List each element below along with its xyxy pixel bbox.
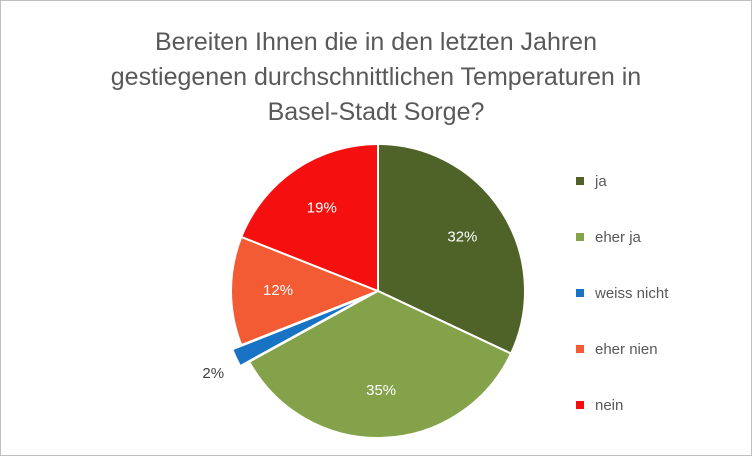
chart-title-line-3: Basel-Stadt Sorge? [267, 98, 485, 126]
legend-label-weiss-nicht: weiss nicht [595, 284, 669, 302]
legend-swatch-weiss-nicht [576, 289, 584, 297]
legend-swatch-ja [576, 177, 584, 185]
pie-slice-nein [240, 142, 379, 293]
pie-slice-ja [377, 142, 526, 355]
chart-title-line-1: Bereiten Ihnen die in den letzten Jahren [155, 28, 597, 56]
legend-label-eher-nien: eher nien [595, 340, 658, 358]
legend-item-nein: nein [576, 393, 623, 417]
data-label-nein: 19% [307, 199, 337, 216]
data-label-weiss-nicht: 2% [202, 365, 224, 382]
pie-slice-eher-nien [230, 235, 381, 347]
pie-slice-weiss-nicht [230, 294, 370, 368]
chart-title-line-2: gestiegenen durchschnittlichen Temperatu… [110, 63, 642, 91]
legend-label-eher-ja: eher ja [595, 228, 641, 246]
legend-item-eher-nien: eher nien [576, 337, 658, 361]
legend-item-eher-ja: eher ja [576, 225, 641, 249]
data-label-ja: 32% [447, 228, 477, 245]
pie-slices [230, 142, 526, 439]
legend-swatch-eher-nien [576, 345, 584, 353]
data-label-eher-nien: 12% [263, 282, 293, 299]
chart-title: Bereiten Ihnen die in den letzten Jahren… [31, 25, 721, 130]
legend-item-weiss-nicht: weiss nicht [576, 281, 668, 305]
legend-item-ja: ja [576, 169, 607, 193]
pie-labels: 32% 35% 2% 12% 19% [202, 199, 477, 399]
pie-slice-eher-ja [247, 289, 513, 439]
legend-label-ja: ja [595, 172, 607, 190]
legend-swatch-nein [576, 401, 584, 409]
data-label-eher-ja: 35% [366, 382, 396, 399]
legend-label-nein: nein [595, 396, 624, 414]
legend-swatch-eher-ja [576, 233, 584, 241]
